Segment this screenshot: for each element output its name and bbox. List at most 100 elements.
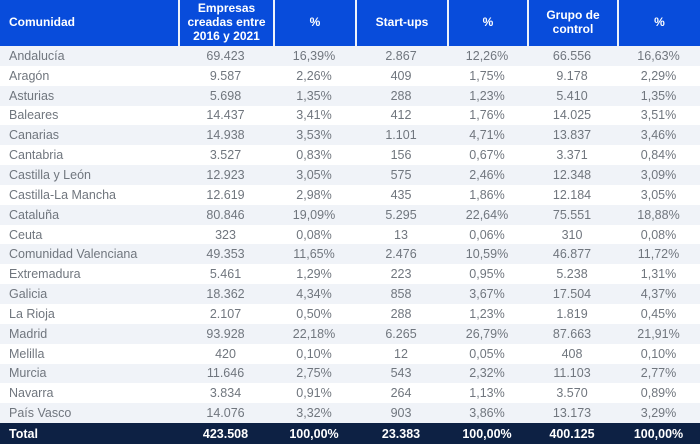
value-cell: 16,39% <box>292 48 336 63</box>
value-cell: 3,67% <box>469 287 505 302</box>
value-cell: 0,05% <box>469 346 505 361</box>
value-cell: 26,79% <box>465 326 509 341</box>
value-cell: 11.646 <box>206 366 245 381</box>
table-row: Melilla 420 0,10% 12 0,05% 408 0,10% <box>0 343 700 364</box>
value-cell: 858 <box>390 287 412 302</box>
value-cell: 87.663 <box>552 326 592 341</box>
value-cell: 9.178 <box>556 68 588 83</box>
header-percent-grupo: % <box>617 0 700 46</box>
value-cell: 12.348 <box>552 167 592 182</box>
value-cell: 288 <box>390 88 412 103</box>
value-cell: 13.173 <box>552 406 592 421</box>
value-cell: 1,31% <box>640 267 677 282</box>
value-cell: 3,29% <box>640 406 677 421</box>
table-total-row: Total 423.508 100,00% 23.383 100,00% 400… <box>0 423 700 444</box>
value-cell: 21,91% <box>637 326 680 341</box>
value-cell: 75.551 <box>552 207 592 222</box>
value-cell: 3.527 <box>209 148 242 163</box>
community-cell: Galicia <box>9 287 48 302</box>
value-cell: 1,86% <box>469 187 505 202</box>
value-cell: 0,91% <box>296 386 332 401</box>
value-cell: 0,10% <box>640 346 677 361</box>
value-cell: 12,26% <box>465 48 509 63</box>
value-cell: 0,45% <box>640 306 677 321</box>
value-cell: 3.570 <box>556 386 588 401</box>
value-cell: 80.846 <box>206 207 245 222</box>
value-cell: 1,35% <box>640 88 677 103</box>
value-cell: 10,59% <box>465 247 509 262</box>
value-cell: 3,41% <box>296 108 332 123</box>
value-cell: 420 <box>215 346 236 361</box>
community-cell: Extremadura <box>9 267 81 282</box>
community-cell: Melilla <box>9 346 45 361</box>
total-startups-value: 23.383 <box>381 426 421 441</box>
value-cell: 18.362 <box>206 287 245 302</box>
table-row: Galicia 18.362 4,34% 858 3,67% 17.504 4,37% <box>0 284 700 304</box>
header-comunidad: Comunidad <box>9 15 75 30</box>
value-cell: 3.371 <box>556 148 588 163</box>
table-row: Murcia 11.646 2,75% 543 2,32% 11.103 2,77% <box>0 363 700 384</box>
value-cell: 543 <box>390 366 412 381</box>
value-cell: 903 <box>390 406 412 421</box>
value-cell: 12 <box>394 346 408 361</box>
value-cell: 288 <box>390 306 412 321</box>
table-row: Canarias 14.938 3,53% 1.101 4,71% 13.837 3,46% <box>0 125 700 146</box>
value-cell: 4,37% <box>640 287 677 302</box>
value-cell: 408 <box>561 346 583 361</box>
table-header-row: Comunidad Empresas creadas entre 2016 y … <box>0 0 700 46</box>
value-cell: 12.923 <box>206 167 245 182</box>
value-cell: 0,67% <box>469 148 505 163</box>
value-cell: 49.353 <box>206 247 245 262</box>
header-grupo-control: Grupo de control <box>527 0 617 46</box>
value-cell: 156 <box>390 148 412 163</box>
value-cell: 0,84% <box>640 148 677 163</box>
value-cell: 14.076 <box>206 406 245 421</box>
community-cell: Cantabria <box>9 148 64 163</box>
value-cell: 11,72% <box>637 247 680 262</box>
value-cell: 14.437 <box>206 108 245 123</box>
value-cell: 223 <box>390 267 412 282</box>
value-cell: 6.265 <box>385 326 417 341</box>
table-row: Madrid 93.928 22,18% 6.265 26,79% 87.663 21,91… <box>0 323 700 344</box>
total-grupo-value: 400.125 <box>549 426 595 441</box>
community-cell: Andalucía <box>9 48 65 63</box>
value-cell: 1,29% <box>296 267 332 282</box>
value-cell: 5.461 <box>209 267 242 282</box>
value-cell: 16,63% <box>637 48 680 63</box>
value-cell: 4,71% <box>469 128 505 143</box>
value-cell: 0,06% <box>469 227 505 242</box>
table-row: Ceuta 323 0,08% 13 0,06% 310 0,08% <box>0 224 700 245</box>
table-row: Castilla-La Mancha 12.619 2,98% 435 1,86% 12.… <box>0 184 700 205</box>
value-cell: 12.619 <box>206 187 245 202</box>
community-cell: Cataluña <box>9 207 60 222</box>
value-cell: 2,32% <box>469 366 505 381</box>
value-cell: 2,29% <box>640 68 677 83</box>
community-cell: Baleares <box>9 108 59 123</box>
table-row: Cataluña 80.846 19,09% 5.295 22,64% 75.551 18,… <box>0 204 700 225</box>
value-cell: 19,09% <box>292 207 336 222</box>
table-row: País Vasco 14.076 3,32% 903 3,86% 13.173 3,29% <box>0 403 700 424</box>
community-cell: Castilla y León <box>9 167 91 182</box>
value-cell: 435 <box>390 187 412 202</box>
value-cell: 11,65% <box>293 247 335 262</box>
value-cell: 0,10% <box>296 346 332 361</box>
value-cell: 0,08% <box>296 227 332 242</box>
value-cell: 0,95% <box>469 267 505 282</box>
value-cell: 9.587 <box>209 68 242 83</box>
value-cell: 323 <box>215 227 236 242</box>
header-percent-startups: % <box>447 0 527 46</box>
value-cell: 93.928 <box>206 326 245 341</box>
value-cell: 3,86% <box>469 406 505 421</box>
value-cell: 1,13% <box>469 386 505 401</box>
table-body: Andalucía 69.423 16,39% 2.867 12,26% 66.556 16… <box>0 46 700 424</box>
value-cell: 13 <box>394 227 408 242</box>
value-cell: 1,75% <box>469 68 505 83</box>
value-cell: 3,51% <box>640 108 677 123</box>
community-cell: Aragón <box>9 68 50 83</box>
value-cell: 1,23% <box>469 306 505 321</box>
value-cell: 2,75% <box>296 366 332 381</box>
value-cell: 18,88% <box>637 207 680 222</box>
table-row: Navarra 3.834 0,91% 264 1,13% 3.570 0,89% <box>0 383 700 404</box>
table-row: Castilla y León 12.923 3,05% 575 2,46% 12.348… <box>0 165 700 185</box>
